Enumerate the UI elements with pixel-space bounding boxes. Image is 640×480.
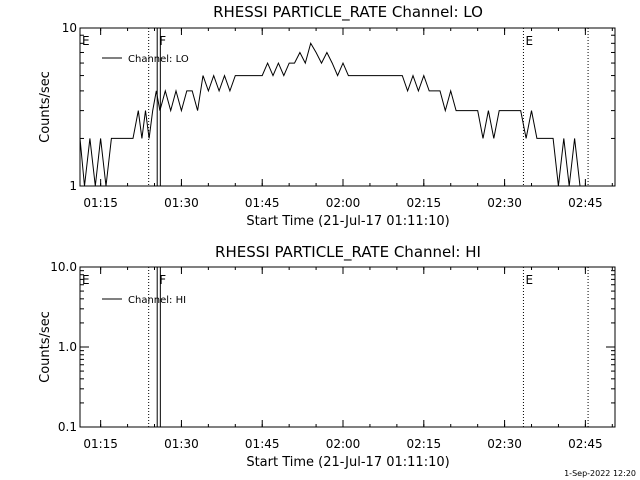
lo-x-tick-label: 01:45 <box>245 196 280 210</box>
hi-y-tick-label: 1.0 <box>58 340 77 354</box>
chart-lo-legend: Channel: LO <box>102 54 189 65</box>
lo-x-tick-label: 01:30 <box>164 196 199 210</box>
chart-lo-legend-label: Channel: LO <box>128 54 189 65</box>
chart-lo-title: RHESSI PARTICLE_RATE Channel: LO <box>213 3 483 22</box>
chart-hi-x-ticks: 01:15 01:30 01:45 02:00 02:15 02:30 02:45 <box>83 267 613 451</box>
hi-y-tick-label: 10.0 <box>50 260 77 274</box>
hi-x-tick-label: 01:30 <box>164 437 199 451</box>
chart-hi-y-ticks: 0.1 1.0 10.0 <box>50 260 615 434</box>
footer-timestamp: 1-Sep-2022 12:20 <box>564 469 636 478</box>
hi-x-tick-label: 01:15 <box>83 437 118 451</box>
hi-x-tick-label: 01:45 <box>245 437 280 451</box>
hi-y-tick-label: 0.1 <box>58 420 77 434</box>
hi-event-marker-label: E <box>82 273 90 287</box>
chart-lo-x-ticks: 01:15 01:30 01:45 02:00 02:15 02:30 02:45 <box>83 28 613 210</box>
hi-x-tick-label: 02:30 <box>487 437 522 451</box>
hi-x-tick-label: 02:45 <box>568 437 603 451</box>
chart-hi-x-axis-label: Start Time (21-Jul-17 01:11:10) <box>246 455 449 470</box>
chart-lo-x-axis-label: Start Time (21-Jul-17 01:11:10) <box>246 214 449 229</box>
lo-y-tick-label: 10 <box>62 21 77 35</box>
chart-lo-y-axis-label: Counts/sec <box>38 71 53 143</box>
chart-hi-legend-label: Channel: HI <box>128 295 186 306</box>
lo-event-marker-label: F <box>159 34 166 48</box>
chart-lo: RHESSI PARTICLE_RATE Channel: LO 01:15 01… <box>38 3 616 229</box>
chart-hi-title: RHESSI PARTICLE_RATE Channel: HI <box>215 243 481 262</box>
chart-hi-y-axis-label: Counts/sec <box>38 311 53 383</box>
chart-hi-legend: Channel: HI <box>102 295 186 306</box>
chart-hi: RHESSI PARTICLE_RATE Channel: HI 01:15 01… <box>38 243 616 470</box>
lo-x-tick-label: 02:30 <box>487 196 522 210</box>
lo-x-tick-label: 02:15 <box>407 196 442 210</box>
hi-event-marker-label: F <box>159 273 166 287</box>
lo-x-tick-label: 02:45 <box>568 196 603 210</box>
lo-y-tick-label: 1 <box>69 179 77 193</box>
chart-lo-series-line <box>79 42 613 187</box>
chart-lo-y-ticks: 1 10 <box>62 21 615 193</box>
lo-x-tick-label: 02:00 <box>326 196 361 210</box>
hi-x-tick-label: 02:00 <box>326 437 361 451</box>
hi-x-tick-label: 02:15 <box>407 437 442 451</box>
lo-event-marker-label: E <box>82 34 90 48</box>
lo-event-marker-label: E <box>525 34 533 48</box>
hi-event-marker-label: E <box>525 273 533 287</box>
lo-x-tick-label: 01:15 <box>83 196 118 210</box>
